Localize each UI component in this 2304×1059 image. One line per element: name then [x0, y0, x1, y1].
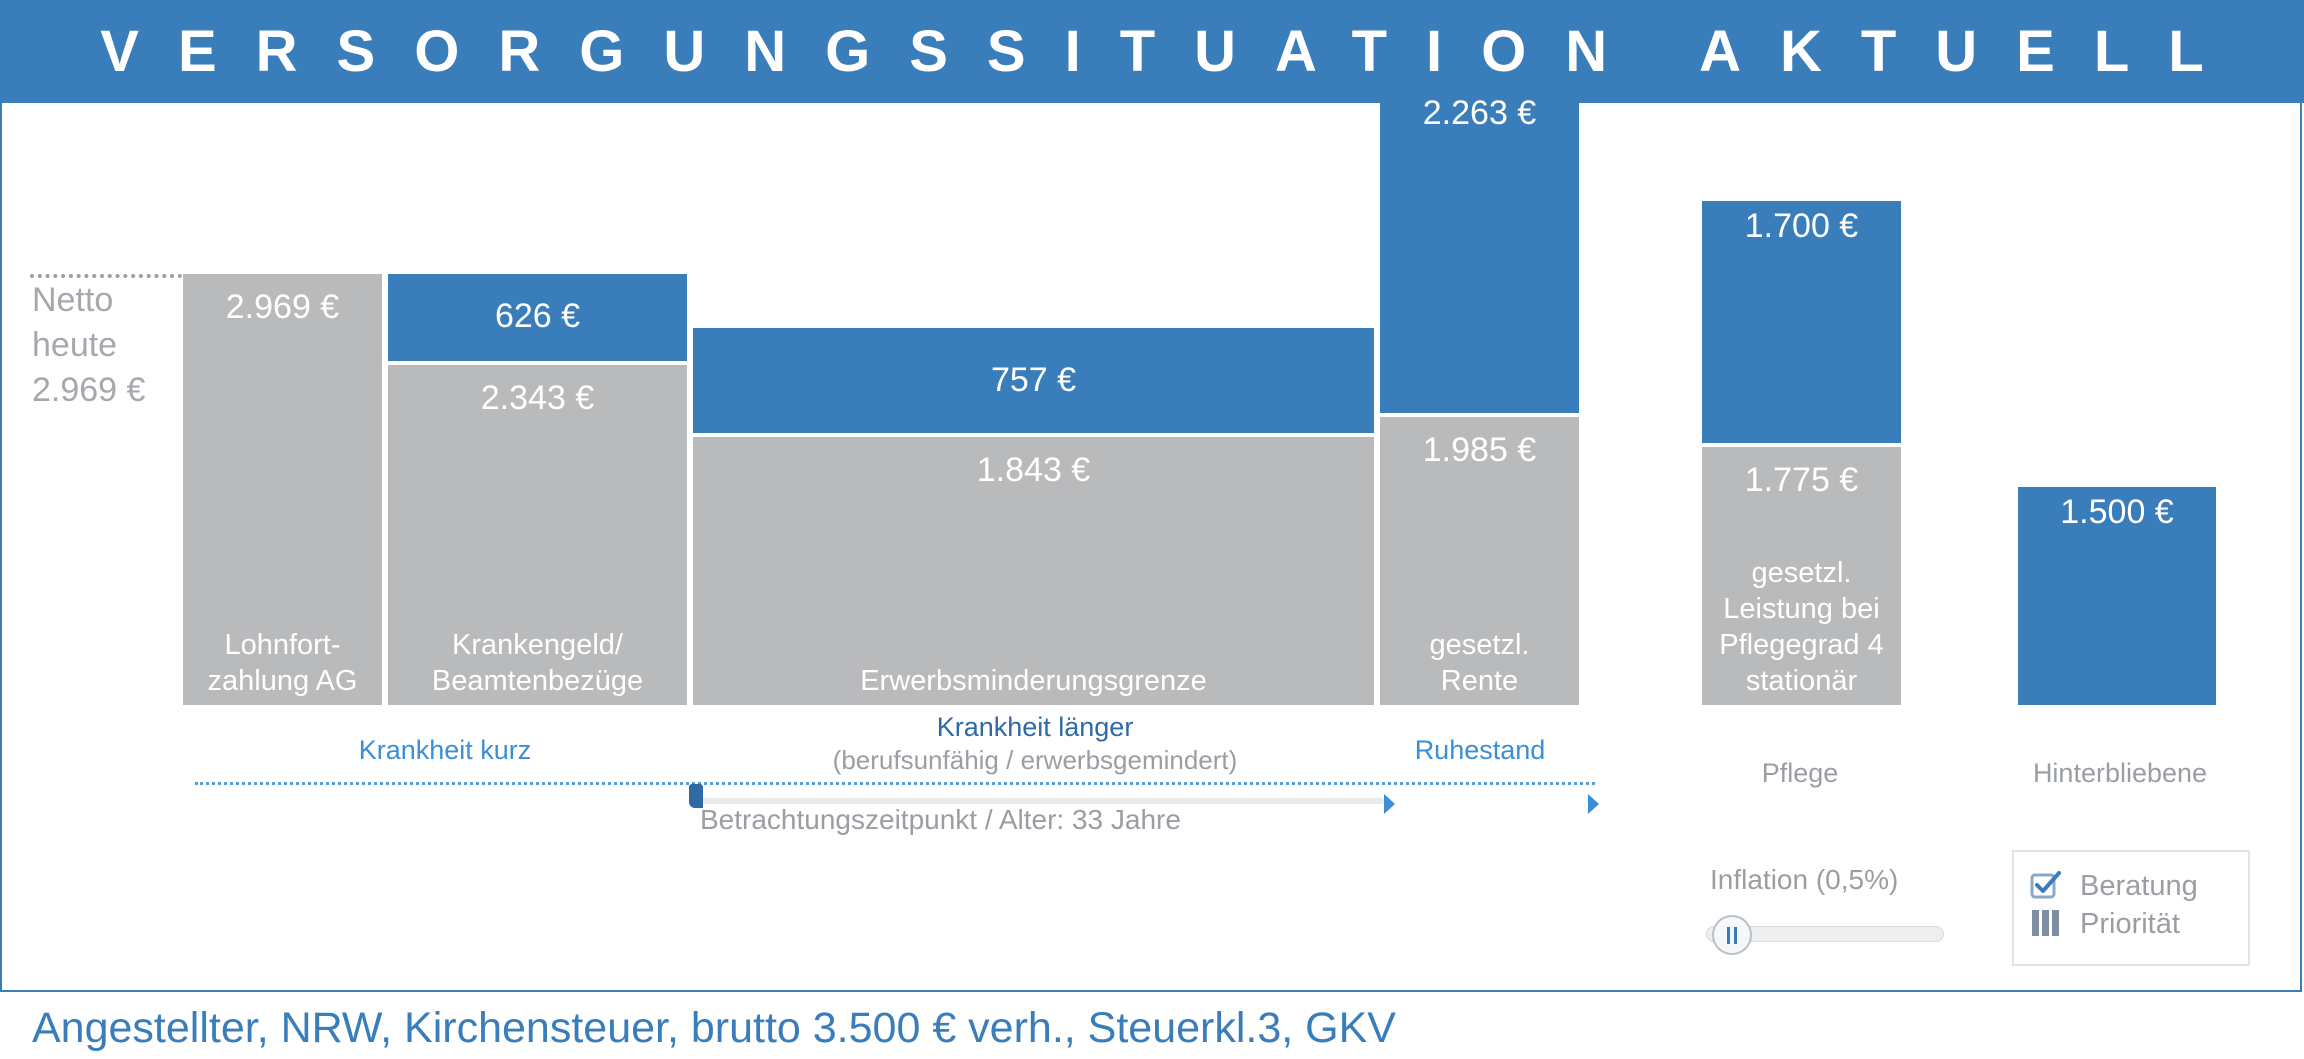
bar-caption-line: Pflegegrad 4 [1719, 628, 1884, 661]
checkbox-checked-icon[interactable] [2030, 870, 2062, 900]
slider-grip-icon [1727, 927, 1730, 944]
netto-label-line1: Netto [32, 281, 114, 319]
bar-value-label: 626 € [494, 297, 581, 336]
netto-label-line2: heute [32, 326, 118, 364]
bar-blue-krankengeld-beamtenbezuege[interactable]: 626 € [388, 274, 687, 361]
bar-value-label: 1.775 € [1744, 461, 1859, 500]
page-title: VERSORGUNGSSITUATION AKTUELL [100, 19, 2243, 84]
bar-value-label: 2.263 € [1422, 94, 1537, 133]
bar-gray-krankengeld-beamtenbezuege[interactable]: 2.343 € Krankengeld/Beamtenbezüge [388, 364, 687, 705]
bar-value-label: 1.985 € [1422, 430, 1537, 469]
bar-blue-hinterbliebene[interactable]: 1.500 € [2018, 487, 2216, 705]
bar-value-label: 2.343 € [480, 378, 595, 417]
bar-blue-gesetzl-leistung-bei-pflegegrad-4-stationaer[interactable]: 1.700 € [1702, 200, 1901, 444]
timeline-dotted-axis [195, 782, 1595, 785]
bar-caption: gesetzl. Leistung bei Pflegegrad 4 stationä… [1702, 555, 1901, 699]
view-range-track[interactable] [694, 798, 1384, 804]
bar-caption-line: Lohnfort- [224, 629, 341, 661]
bar-caption-line: gesetzl. [1751, 556, 1852, 589]
bar-caption-line: zahlung AG [207, 665, 358, 697]
inflation-slider-thumb[interactable] [1712, 915, 1752, 955]
legend-box: Beratung Priorität [2012, 850, 2250, 966]
bar-value-label: 1.500 € [2060, 493, 2174, 532]
phase-label-pflege[interactable]: Pflege [1761, 758, 1839, 788]
bar-caption: Erwerbsminderungsgrenze [693, 663, 1374, 699]
phase-label-krankheit-kurz[interactable]: Krankheit kurz [358, 735, 532, 765]
netto-reference-line [30, 274, 182, 278]
view-range-arrow-icon [1384, 794, 1395, 814]
phase-label-hinterbliebene[interactable]: Hinterbliebene [2032, 758, 2208, 788]
netto-label-value: 2.969 € [32, 371, 146, 409]
legend-label-beratung: Beratung [2080, 870, 2198, 902]
bar-caption-line: Beamtenbezüge [431, 664, 644, 697]
header-bar: VERSORGUNGSSITUATION AKTUELL [0, 0, 2304, 103]
phase-sublabel-krankheit-laenger: (berufsunfähig / erwerbsgemindert) [832, 745, 1238, 775]
bar-caption-line: Leistung bei [1723, 592, 1880, 625]
bar-blue-gesetzl-rente[interactable]: 2.263 € [1380, 88, 1579, 413]
bar-blue-erwerbsminderungsgrenze[interactable]: 757 € [693, 327, 1374, 434]
inflation-label: Inflation (0,5%) [1710, 864, 1899, 895]
bar-gray-lohnfortzahlung-ag[interactable]: 2.969 € Lohnfort-zahlung AG [183, 274, 382, 705]
bar-gray-erwerbsminderungsgrenze[interactable]: 1.843 € Erwerbsminderungsgrenze [693, 437, 1374, 705]
bar-value-label: 1.843 € [976, 451, 1091, 490]
legend-label-prioritaet: Priorität [2080, 908, 2180, 940]
bar-caption-line: Krankengeld/ [452, 628, 623, 661]
view-point-handle[interactable] [689, 784, 703, 808]
bar-value-label: 2.969 € [225, 288, 340, 326]
timeline-end-arrow-icon [1588, 794, 1599, 814]
bar-value-label: 1.700 € [1744, 206, 1859, 245]
bar-gray-gesetzl-rente[interactable]: 1.985 € gesetzl. Rente [1380, 416, 1579, 705]
slider-grip-icon [1734, 927, 1737, 944]
phase-label-ruhestand[interactable]: Ruhestand [1414, 735, 1546, 765]
bar-caption: gesetzl. Rente [1380, 627, 1579, 699]
bar-caption-line: Erwerbsminderungsgrenze [860, 664, 1207, 697]
netto-label: Netto heute 2.969 € [32, 278, 182, 413]
bar-caption: Krankengeld/Beamtenbezüge [388, 627, 687, 699]
footer-summary: Angestellter, NRW, Kirchensteuer, brutto… [32, 1004, 1396, 1052]
bar-caption-line: Rente [1440, 664, 1519, 697]
view-point-label: Betrachtungszeitpunkt / Alter: 33 Jahre [700, 804, 1181, 835]
phase-label-krankheit-laenger[interactable]: Krankheit länger [936, 712, 1134, 742]
bar-caption-line: stationär [1745, 664, 1858, 697]
bar-caption: Lohnfort-zahlung AG [183, 627, 382, 699]
priority-bars-icon [2032, 910, 2059, 936]
bar-caption-line: gesetzl. [1429, 628, 1530, 661]
inflation-slider-track[interactable] [1706, 926, 1944, 942]
bar-value-label: 757 € [990, 360, 1077, 399]
